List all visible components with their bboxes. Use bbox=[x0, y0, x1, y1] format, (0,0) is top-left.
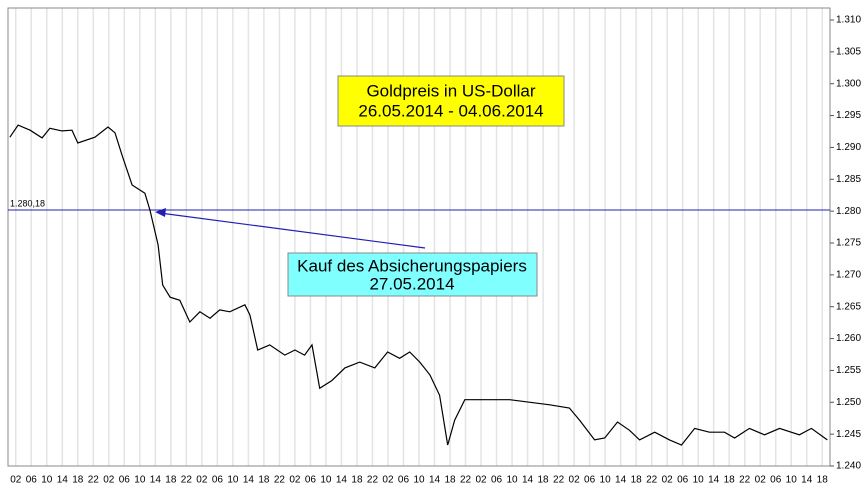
x-tick-label: 18 bbox=[724, 475, 736, 486]
y-tick-label: 1.255 bbox=[836, 365, 861, 376]
x-tick-label: 14 bbox=[150, 475, 162, 486]
x-tick-label: 22 bbox=[739, 475, 751, 486]
y-tick-label: 1.300 bbox=[836, 78, 861, 89]
x-tick-label: 22 bbox=[367, 475, 379, 486]
y-tick-label: 1.285 bbox=[836, 174, 861, 185]
x-tick-label: 06 bbox=[398, 475, 410, 486]
x-tick-label: 18 bbox=[351, 475, 363, 486]
x-tick-label: 22 bbox=[646, 475, 658, 486]
x-tick-label: 02 bbox=[103, 475, 115, 486]
x-tick-label: 06 bbox=[770, 475, 782, 486]
y-tick-label: 1.250 bbox=[836, 397, 861, 408]
x-tick-label: 02 bbox=[10, 475, 22, 486]
chart-subtitle: 26.05.2014 - 04.06.2014 bbox=[358, 101, 543, 120]
y-tick-label: 1.270 bbox=[836, 269, 861, 280]
annotation-text: Kauf des Absicherungspapiers bbox=[297, 256, 527, 275]
annotation-date: 27.05.2014 bbox=[369, 274, 454, 293]
x-tick-label: 18 bbox=[631, 475, 643, 486]
x-tick-label: 02 bbox=[569, 475, 581, 486]
x-tick-label: 06 bbox=[212, 475, 224, 486]
x-tick-label: 02 bbox=[475, 475, 487, 486]
plot: 1.280,18 bbox=[8, 124, 830, 446]
x-tick-label: 14 bbox=[336, 475, 348, 486]
x-tick-label: 02 bbox=[382, 475, 394, 486]
x-tick-label: 10 bbox=[227, 475, 239, 486]
x-tick-label: 10 bbox=[320, 475, 332, 486]
x-tick-label: 14 bbox=[801, 475, 813, 486]
x-tick-label: 18 bbox=[258, 475, 270, 486]
x-tick-label: 22 bbox=[88, 475, 100, 486]
price-line bbox=[9, 124, 828, 446]
x-tick-label: 14 bbox=[243, 475, 255, 486]
annotation-arrow bbox=[159, 212, 426, 249]
reference-label: 1.280,18 bbox=[10, 198, 45, 208]
y-tick-label: 1.295 bbox=[836, 110, 861, 121]
x-tick-label: 06 bbox=[677, 475, 689, 486]
x-tick-label: 22 bbox=[460, 475, 472, 486]
x-tick-label: 14 bbox=[429, 475, 441, 486]
x-tick-label: 10 bbox=[693, 475, 705, 486]
y-tick-label: 1.275 bbox=[836, 238, 861, 249]
x-tick-label: 14 bbox=[522, 475, 534, 486]
y-tick-label: 1.280 bbox=[836, 206, 861, 217]
x-tick-label: 18 bbox=[444, 475, 456, 486]
x-tick-label: 02 bbox=[755, 475, 767, 486]
x-tick-label: 18 bbox=[538, 475, 550, 486]
x-tick-label: 06 bbox=[119, 475, 131, 486]
x-tick-label: 10 bbox=[413, 475, 425, 486]
x-tick-label: 22 bbox=[181, 475, 193, 486]
x-tick-label: 22 bbox=[553, 475, 565, 486]
x-tick-label: 10 bbox=[506, 475, 518, 486]
y-tick-label: 1.245 bbox=[836, 429, 861, 440]
y-tick-label: 1.240 bbox=[836, 461, 861, 472]
x-tick-label: 14 bbox=[615, 475, 627, 486]
x-tick-label: 06 bbox=[305, 475, 317, 486]
x-tick-label: 06 bbox=[491, 475, 503, 486]
x-tick-label: 02 bbox=[196, 475, 208, 486]
x-tick-label: 10 bbox=[786, 475, 798, 486]
x-tick-label: 02 bbox=[289, 475, 301, 486]
x-tick-label: 14 bbox=[57, 475, 69, 486]
x-tick-label: 14 bbox=[708, 475, 720, 486]
x-tick-label: 02 bbox=[662, 475, 674, 486]
annotation-box bbox=[287, 252, 538, 297]
y-tick-label: 1.310 bbox=[836, 15, 861, 26]
y-tick-label: 1.260 bbox=[836, 333, 861, 344]
x-tick-label: 18 bbox=[817, 475, 829, 486]
y-tick-label: 1.265 bbox=[836, 301, 861, 312]
x-tick-label: 18 bbox=[72, 475, 84, 486]
x-tick-label: 06 bbox=[26, 475, 38, 486]
y-tick-label: 1.290 bbox=[836, 142, 861, 153]
y-tick-label: 1.305 bbox=[836, 46, 861, 57]
plot-frame bbox=[7, 7, 831, 467]
x-tick-label: 10 bbox=[134, 475, 146, 486]
x-tick-label: 10 bbox=[41, 475, 53, 486]
x-tick-label: 18 bbox=[165, 475, 177, 486]
x-tick-label: 10 bbox=[600, 475, 612, 486]
title-box bbox=[337, 75, 565, 127]
x-tick-label: 22 bbox=[274, 475, 286, 486]
arrow-head bbox=[155, 208, 166, 217]
chart-title: Goldpreis in US-Dollar bbox=[366, 81, 535, 100]
x-tick-label: 06 bbox=[584, 475, 596, 486]
